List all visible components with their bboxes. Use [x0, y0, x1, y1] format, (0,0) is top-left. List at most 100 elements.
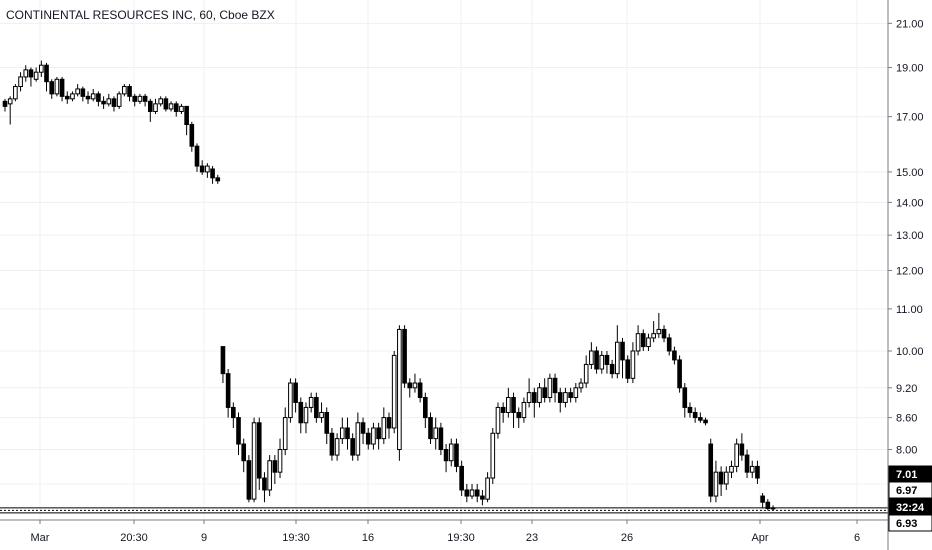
- y-tick-label: 8.00: [896, 445, 917, 457]
- candle-up: [75, 88, 80, 95]
- candle-down: [625, 359, 631, 379]
- candle-down: [718, 471, 724, 485]
- x-tick-label: 9: [201, 532, 207, 544]
- candle-up: [521, 401, 527, 419]
- price-tags: 7.01 6.97 32:24 6.93: [888, 465, 932, 532]
- candle-down: [620, 341, 625, 361]
- candle-down: [703, 419, 708, 424]
- candle-down: [96, 93, 101, 102]
- candle-down: [604, 354, 610, 365]
- candle-up: [526, 392, 532, 403]
- candle-down: [568, 392, 573, 399]
- candle-down: [454, 443, 459, 467]
- candle-down: [127, 86, 132, 97]
- candle-down: [59, 78, 65, 97]
- candle-up: [18, 76, 23, 88]
- candle-series: [2, 60, 776, 511]
- candle-down: [215, 177, 221, 182]
- candle-down: [189, 124, 195, 147]
- candle-down: [49, 81, 55, 95]
- y-tick-label: 17.00: [896, 112, 924, 124]
- candle-up: [656, 328, 662, 335]
- candle-down: [666, 337, 672, 352]
- price-tag-label: 32:24: [896, 502, 925, 514]
- candle-up: [122, 86, 127, 95]
- candle-up: [288, 382, 293, 419]
- candle-down: [464, 489, 470, 497]
- candle-down: [231, 406, 236, 419]
- candle-down: [210, 168, 215, 179]
- price-axis[interactable]: 21.00 19.00 17.00 15.00 14.00 13.00 12.00 11.00…: [887, 0, 924, 550]
- candle-down: [640, 333, 646, 348]
- candle-down: [407, 382, 413, 389]
- candle-up: [282, 417, 288, 451]
- candle-up: [339, 427, 345, 440]
- y-tick-label: 21.00: [896, 18, 924, 30]
- candle-down: [2, 100, 8, 107]
- candle-up: [651, 333, 656, 339]
- candle-up: [277, 449, 283, 473]
- y-tick-label: 8.60: [896, 413, 917, 425]
- candle-down: [423, 397, 428, 419]
- x-tick-label: 16: [362, 532, 374, 544]
- candle-down: [163, 98, 169, 110]
- candle-down: [246, 460, 252, 500]
- candle-down: [293, 382, 298, 403]
- candle-down: [199, 165, 205, 173]
- candle-up: [39, 64, 44, 73]
- candle-down: [661, 328, 667, 339]
- candle-down: [314, 397, 319, 419]
- candle-down: [365, 432, 371, 445]
- x-tick-label: 19:30: [282, 532, 310, 544]
- candle-up: [490, 432, 496, 479]
- candle-up: [106, 98, 112, 105]
- candle-down: [350, 438, 355, 456]
- candle-down: [324, 411, 330, 434]
- candle-down: [516, 411, 522, 419]
- candle-down: [744, 454, 750, 473]
- candle-up: [448, 443, 454, 462]
- candle-down: [241, 443, 247, 462]
- candle-down: [173, 103, 179, 112]
- price-tag-label: 6.93: [896, 518, 917, 530]
- candle-up: [13, 86, 18, 100]
- candle-up: [547, 377, 553, 399]
- candle-down: [687, 406, 693, 413]
- price-tag-label: 6.97: [896, 485, 917, 497]
- candle-up: [563, 392, 568, 403]
- candle-up: [723, 471, 729, 485]
- candle-up: [599, 354, 605, 370]
- candle-down: [386, 417, 392, 429]
- candle-down: [147, 100, 153, 112]
- candle-up: [54, 78, 60, 95]
- candle-down: [256, 422, 262, 479]
- x-tick-label: 26: [621, 532, 633, 544]
- candle-down: [708, 443, 714, 497]
- candle-up: [205, 165, 210, 173]
- time-axis[interactable]: Mar 20:30 9 19:30 16 19:30 23 26 Apr 6: [0, 519, 932, 544]
- candle-up: [251, 422, 257, 500]
- y-tick-label: 14.00: [896, 197, 924, 209]
- candle-down: [755, 465, 760, 479]
- y-tick-label: 19.00: [896, 63, 924, 75]
- candle-down: [480, 495, 485, 500]
- y-tick-label: 11.00: [896, 304, 923, 316]
- candle-up: [506, 397, 511, 413]
- candle-down: [236, 417, 241, 445]
- candle-down: [132, 95, 138, 102]
- candle-up: [179, 105, 184, 112]
- candle-down: [760, 495, 765, 503]
- candle-up: [319, 411, 324, 419]
- candle-up: [90, 93, 96, 100]
- candle-down: [376, 427, 381, 440]
- candle-down: [44, 64, 49, 83]
- candle-down: [443, 449, 449, 462]
- candle-up: [23, 69, 29, 78]
- candle-up: [646, 337, 651, 348]
- candle-up: [158, 98, 163, 105]
- candle-up: [116, 93, 122, 107]
- chart-grid: [0, 0, 888, 520]
- candle-down: [542, 387, 547, 399]
- candle-up: [713, 471, 719, 497]
